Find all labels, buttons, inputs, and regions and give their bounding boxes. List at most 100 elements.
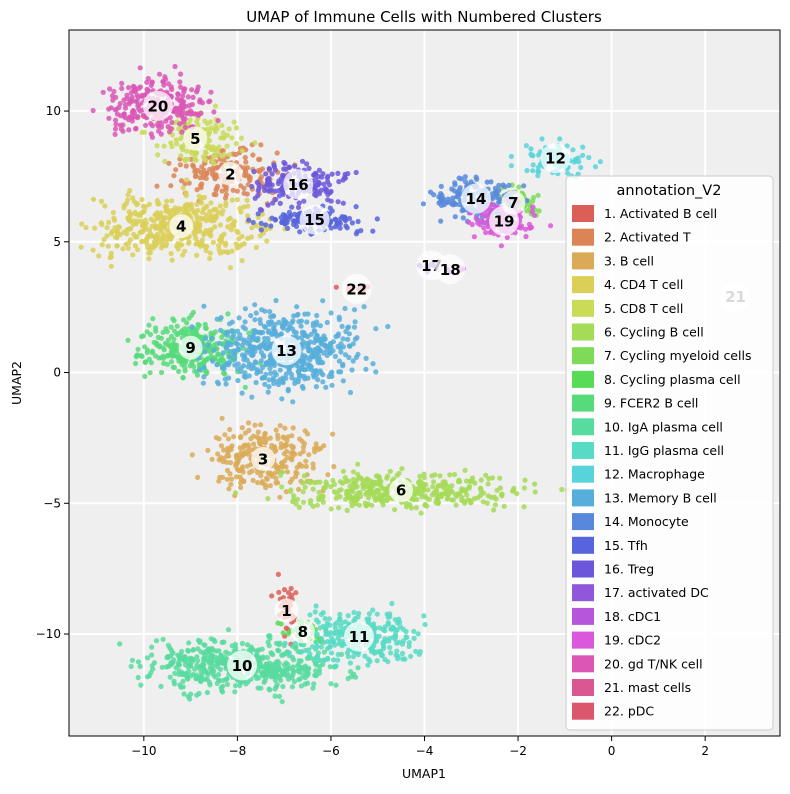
point-cluster-5 (194, 150, 200, 156)
point-cluster-20 (139, 93, 145, 99)
point-cluster-4 (220, 208, 226, 214)
point-cluster-4 (177, 242, 183, 248)
point-cluster-4 (116, 224, 122, 230)
point-cluster-13 (268, 370, 274, 376)
point-cluster-9 (133, 354, 139, 360)
point-cluster-5 (207, 119, 214, 125)
point-cluster-1 (275, 571, 281, 578)
point-cluster-11 (328, 650, 335, 656)
point-cluster-6 (340, 468, 346, 474)
cluster-label-22: 22 (346, 280, 367, 298)
point-cluster-4 (203, 248, 209, 254)
legend-swatch-14 (572, 513, 594, 531)
point-cluster-6 (311, 480, 318, 486)
legend-swatch-7 (572, 347, 594, 365)
point-cluster-16 (304, 161, 310, 167)
point-cluster-6 (374, 495, 380, 501)
point-cluster-13 (280, 379, 286, 385)
point-cluster-4 (210, 239, 216, 245)
cluster-label-8: 8 (298, 623, 308, 641)
point-cluster-4 (114, 243, 120, 249)
point-cluster-14 (451, 188, 457, 194)
point-cluster-10 (232, 683, 239, 689)
point-cluster-7 (535, 192, 541, 198)
point-cluster-11 (335, 657, 341, 663)
point-cluster-20 (182, 86, 188, 92)
point-cluster-16 (301, 198, 307, 204)
point-cluster-6 (493, 496, 499, 502)
point-cluster-13 (257, 320, 264, 326)
point-cluster-9 (147, 370, 153, 376)
point-cluster-6 (300, 480, 306, 486)
point-cluster-3 (246, 427, 252, 434)
point-cluster-13 (261, 375, 267, 381)
point-cluster-16 (325, 179, 331, 185)
point-cluster-12 (508, 163, 514, 169)
point-cluster-13 (273, 297, 279, 304)
point-cluster-16 (314, 182, 320, 188)
point-cluster-4 (222, 242, 229, 248)
point-cluster-10 (290, 671, 296, 678)
point-cluster-10 (201, 658, 207, 665)
point-cluster-10 (258, 669, 264, 675)
point-cluster-3 (255, 480, 261, 486)
point-cluster-10 (159, 664, 165, 670)
point-cluster-13 (327, 341, 334, 347)
point-cluster-3 (299, 438, 305, 444)
point-cluster-20 (107, 86, 113, 92)
point-cluster-10 (138, 682, 144, 688)
point-cluster-15 (370, 228, 376, 234)
x-tick-label-6: 2 (701, 744, 709, 758)
point-cluster-4 (231, 223, 237, 229)
point-cluster-16 (315, 189, 321, 195)
point-cluster-13 (239, 342, 245, 348)
point-cluster-3 (218, 443, 225, 449)
point-cluster-20 (215, 118, 221, 124)
point-cluster-11 (408, 653, 414, 659)
point-cluster-10 (160, 636, 166, 642)
point-cluster-8 (275, 620, 281, 626)
point-cluster-20 (150, 123, 156, 129)
point-cluster-4 (139, 238, 145, 244)
point-cluster-11 (286, 650, 292, 656)
point-cluster-5 (206, 131, 212, 137)
point-cluster-6 (410, 496, 416, 502)
point-cluster-10 (297, 676, 303, 682)
point-cluster-20 (113, 117, 119, 123)
point-cluster-13 (361, 304, 367, 310)
point-cluster-13 (329, 369, 335, 375)
point-cluster-4 (152, 241, 158, 247)
point-cluster-11 (338, 632, 344, 638)
point-cluster-6 (430, 484, 436, 490)
point-cluster-3 (284, 469, 291, 475)
point-cluster-13 (252, 302, 258, 308)
point-cluster-6 (444, 496, 450, 502)
point-cluster-20 (126, 127, 132, 133)
point-cluster-20 (131, 110, 137, 116)
point-cluster-5 (239, 148, 245, 154)
point-cluster-5 (139, 129, 145, 135)
point-cluster-9 (158, 335, 164, 341)
point-cluster-10 (195, 658, 201, 664)
point-cluster-4 (90, 196, 97, 202)
point-cluster-11 (392, 617, 398, 623)
legend-label-10: 10. IgA plasma cell (604, 419, 723, 434)
point-cluster-3 (239, 425, 245, 431)
point-cluster-2 (154, 183, 160, 189)
point-cluster-20 (207, 98, 213, 104)
point-cluster-16 (266, 188, 272, 194)
point-cluster-13 (327, 350, 333, 356)
point-cluster-5 (216, 144, 222, 150)
point-cluster-6 (378, 478, 384, 484)
point-cluster-10 (274, 662, 280, 668)
point-cluster-6 (511, 485, 517, 491)
point-cluster-10 (263, 675, 269, 681)
point-cluster-9 (225, 311, 231, 317)
point-cluster-13 (296, 372, 302, 378)
legend-swatch-5 (572, 299, 594, 317)
point-cluster-9 (161, 360, 167, 366)
point-cluster-13 (320, 372, 326, 378)
point-cluster-9 (149, 350, 155, 356)
point-cluster-13 (333, 333, 339, 340)
point-cluster-6 (296, 504, 302, 510)
